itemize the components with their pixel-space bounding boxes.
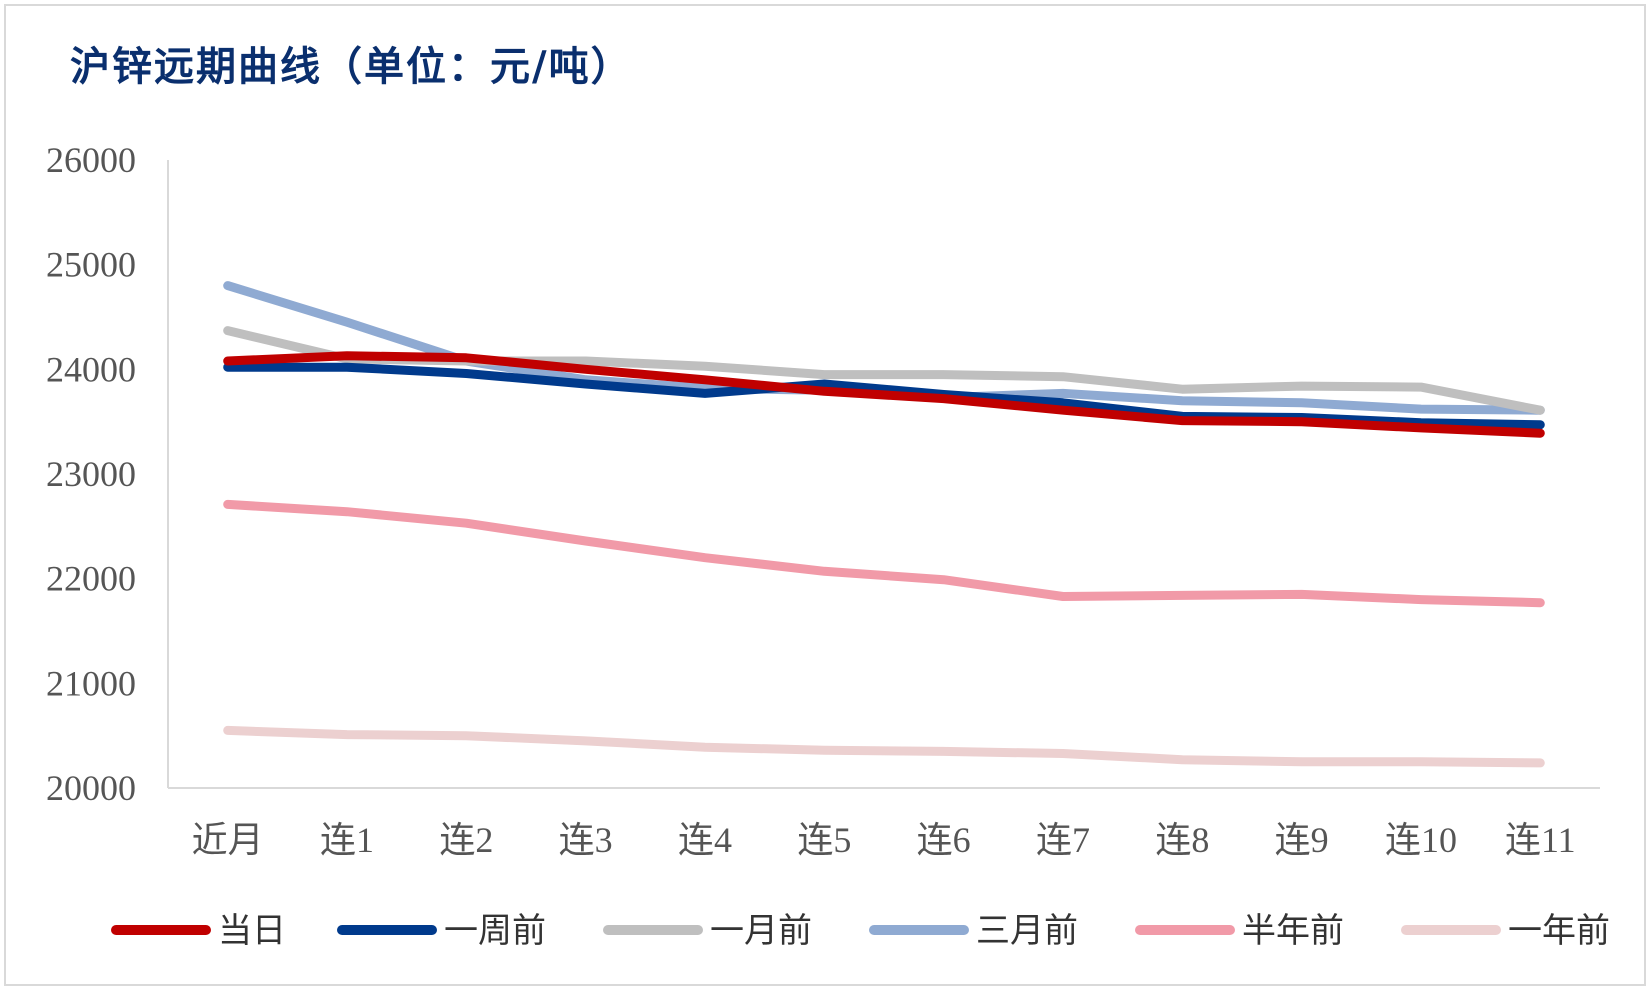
series-lines [223, 281, 1545, 768]
x-tick-label: 连4 [678, 820, 732, 860]
legend-label: 当日 [218, 911, 286, 951]
x-tick-label: 连5 [797, 820, 851, 860]
axes [167, 160, 1600, 789]
x-tick-label: 连8 [1155, 820, 1209, 860]
series-line-5 [223, 499, 1545, 608]
legend-label: 半年前 [1242, 911, 1344, 951]
x-tick-label: 连7 [1036, 820, 1090, 860]
x-tick-label: 连9 [1275, 820, 1329, 860]
legend-label: 三月前 [976, 911, 1078, 951]
x-tick-label: 连2 [439, 820, 493, 860]
legend-label: 一周前 [444, 911, 546, 951]
chart-title: 沪锌远期曲线（单位：元/吨） [70, 43, 633, 90]
y-tick-label: 24000 [46, 349, 136, 389]
x-tick-label: 连11 [1505, 820, 1576, 860]
x-tick-label: 连1 [320, 820, 374, 860]
y-tick-label: 26000 [46, 140, 136, 180]
series-line-6 [223, 725, 1545, 768]
y-tick-label: 21000 [46, 663, 136, 703]
x-tick-labels: 近月 连1 连2 连3 连4 连5 连6 连7 连8 连9 连10 连11 [192, 820, 1576, 860]
chart-frame [4, 4, 1646, 986]
y-tick-label: 22000 [46, 559, 136, 599]
y-tick-labels: 26000 25000 24000 23000 22000 21000 20000 [46, 140, 136, 808]
x-tick-label: 连10 [1385, 820, 1457, 860]
y-tick-label: 23000 [46, 454, 136, 494]
x-tick-label: 连3 [559, 820, 613, 860]
y-tick-label: 25000 [46, 245, 136, 285]
legend: 当日 一周前 一月前 三月前 半年前 一年前 [111, 911, 1610, 951]
x-tick-label: 近月 [192, 820, 264, 860]
x-tick-label: 连6 [917, 820, 971, 860]
y-tick-label: 20000 [46, 768, 136, 808]
legend-label: 一年前 [1508, 911, 1610, 951]
series-line-1 [223, 351, 1545, 438]
legend-label: 一月前 [710, 911, 812, 951]
